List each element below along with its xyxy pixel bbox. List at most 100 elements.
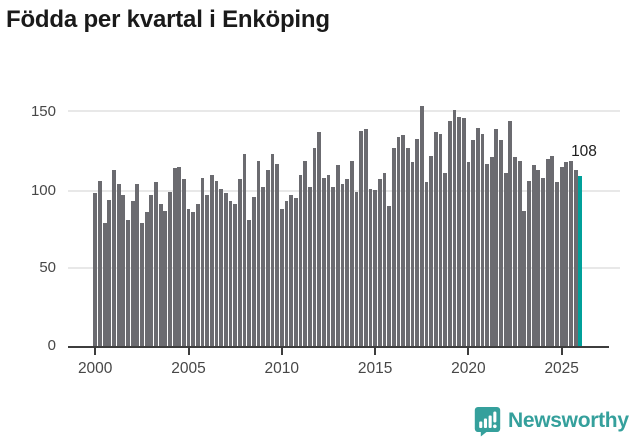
bar	[247, 220, 252, 346]
bar	[396, 137, 401, 346]
x-tick-label-2020: 2020	[451, 360, 486, 377]
bar	[517, 160, 522, 346]
newsworthy-logo-text: Newsworthy	[508, 409, 629, 432]
bar	[242, 154, 247, 346]
bar	[191, 212, 196, 346]
bar	[223, 193, 228, 346]
bar	[508, 121, 513, 346]
bar	[531, 165, 536, 346]
bar	[335, 165, 340, 346]
bar	[471, 140, 476, 346]
bar	[405, 147, 410, 346]
bar	[270, 154, 275, 346]
bar	[536, 169, 541, 346]
bar	[480, 133, 485, 346]
y-tick-label-0: 0	[47, 337, 56, 354]
bar	[256, 160, 261, 346]
bar	[578, 176, 583, 346]
chart-title: Födda per kvartal i Enköping	[6, 6, 330, 33]
bar	[503, 173, 508, 346]
bar	[144, 212, 149, 346]
bar	[158, 204, 163, 346]
bar	[219, 188, 224, 346]
bar	[228, 201, 233, 346]
bar	[135, 184, 140, 346]
x-tick-label-2025: 2025	[544, 360, 579, 377]
bar	[275, 163, 280, 346]
bar	[279, 209, 284, 346]
bar	[181, 179, 186, 346]
bar	[251, 196, 256, 346]
bar	[452, 110, 457, 346]
bar	[139, 223, 144, 346]
gridline-150	[68, 110, 620, 112]
x-tick	[280, 348, 283, 355]
bar	[125, 220, 130, 346]
bar	[475, 127, 480, 346]
bar	[167, 191, 172, 346]
x-tick	[187, 348, 190, 355]
bar	[387, 205, 392, 346]
bar	[443, 173, 448, 346]
bar	[289, 195, 294, 346]
bar	[457, 116, 462, 346]
bar	[107, 199, 112, 346]
bar	[415, 138, 420, 346]
bar	[153, 182, 158, 346]
bar	[373, 190, 378, 346]
x-tick-label-2010: 2010	[264, 360, 300, 377]
bar	[321, 177, 326, 346]
bar	[564, 162, 569, 346]
bar	[410, 162, 415, 346]
bar	[209, 174, 214, 346]
bar	[186, 209, 191, 346]
x-tick	[560, 348, 563, 355]
bar	[116, 184, 121, 346]
bar	[424, 182, 429, 346]
bar	[489, 157, 494, 346]
bar	[102, 223, 107, 346]
bar	[121, 195, 126, 346]
bar	[349, 160, 354, 346]
bar	[401, 135, 406, 346]
bar	[326, 174, 331, 346]
x-tick	[467, 348, 470, 355]
bar	[177, 166, 182, 346]
newsworthy-speech-bubble-chart-icon	[474, 406, 501, 437]
bar	[298, 174, 303, 346]
bar	[555, 182, 560, 346]
bar	[363, 129, 368, 346]
bar	[233, 204, 238, 346]
bar	[573, 169, 578, 346]
bar	[214, 180, 219, 346]
bar	[312, 147, 317, 346]
bar	[429, 155, 434, 346]
bar	[111, 169, 116, 346]
bar	[354, 191, 359, 346]
bar	[527, 180, 532, 346]
bar	[261, 187, 266, 346]
newsworthy-logo[interactable]: Newsworthy	[474, 405, 629, 437]
x-tick-label-2000: 2000	[77, 360, 113, 377]
bar	[130, 201, 135, 346]
bar	[265, 169, 270, 346]
bar	[172, 168, 177, 346]
bar	[97, 180, 102, 346]
bar	[391, 147, 396, 346]
bar	[522, 210, 527, 346]
x-tick	[94, 348, 97, 355]
bar	[205, 195, 210, 346]
bar	[466, 162, 471, 346]
bar	[284, 201, 289, 346]
bar	[93, 193, 98, 346]
bar	[419, 105, 424, 346]
bar	[359, 130, 364, 346]
bar	[485, 163, 490, 346]
y-tick-label-100: 100	[30, 182, 56, 199]
bar	[461, 118, 466, 346]
bar	[438, 133, 443, 346]
y-tick-label-50: 50	[39, 258, 56, 276]
x-tick-label-2015: 2015	[357, 360, 393, 377]
bar	[382, 173, 387, 346]
bar	[569, 160, 574, 346]
